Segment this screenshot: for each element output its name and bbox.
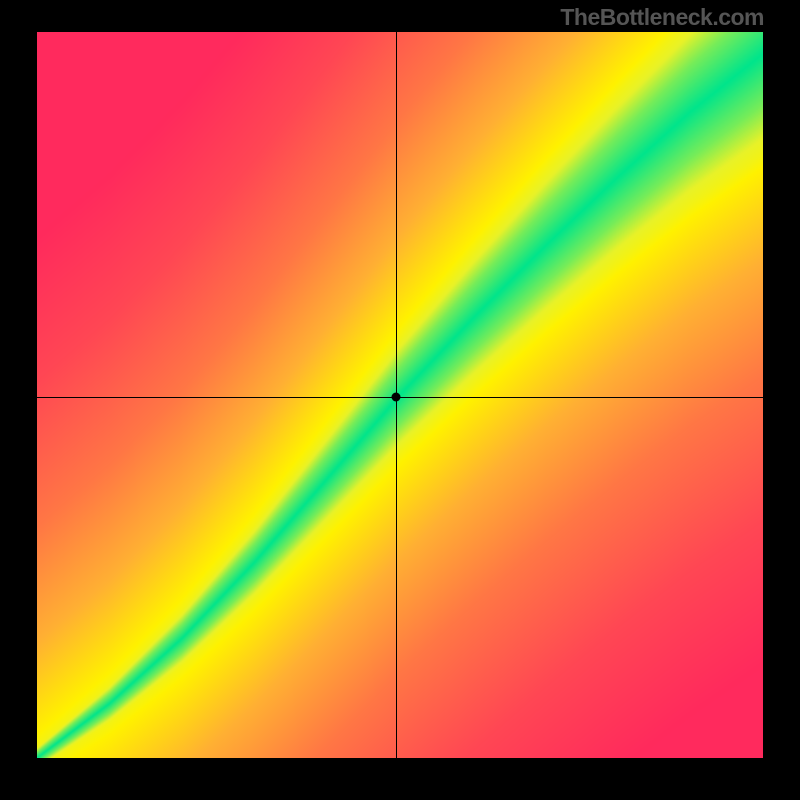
heatmap-plot (37, 32, 763, 758)
watermark-text: TheBottleneck.com (560, 4, 764, 31)
data-point-marker (392, 393, 401, 402)
